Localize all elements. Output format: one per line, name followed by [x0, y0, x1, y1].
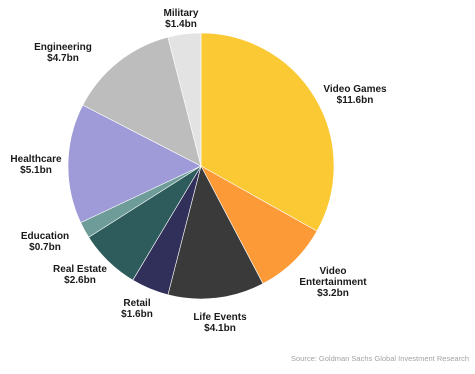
pie-labels: Video Games $11.6bn Video Entertainment $3.2… [10, 8, 387, 334]
slice-label-video-entertainment: Video Entertainment $3.2bn [299, 266, 367, 299]
slice-label-real-estate: Real Estate $2.6bn [53, 264, 107, 286]
slice-label-military: Military $1.4bn [163, 8, 198, 30]
slice-label-retail: Retail $1.6bn [121, 298, 153, 320]
pie-slice-military [167, 32, 202, 167]
slice-label-healthcare: Healthcare $5.1bn [10, 154, 62, 176]
pie-slice-video-games [200, 32, 335, 232]
pie-slice-healthcare [67, 104, 202, 224]
slice-label-video-games: Video Games $11.6bn [323, 84, 387, 106]
slice-label-education: Education $0.7bn [21, 231, 69, 253]
slice-label-life-events: Life Events $4.1bn [193, 312, 247, 334]
source-note: Source: Goldman Sachs Global Investment … [290, 354, 469, 363]
slice-label-engineering: Engineering $4.7bn [34, 42, 92, 64]
pie-slices [67, 32, 335, 300]
pie-slice-engineering [82, 36, 202, 167]
pie-slice-life-events [167, 165, 264, 300]
